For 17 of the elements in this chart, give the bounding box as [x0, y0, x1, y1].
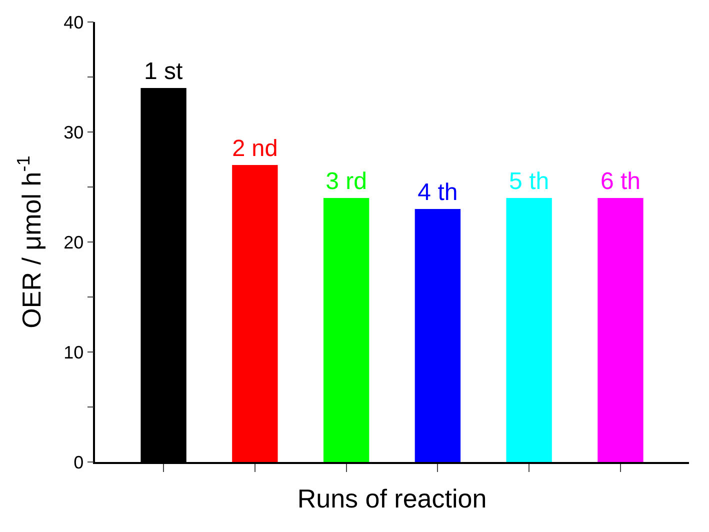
x-tick-label: 2 nd [232, 135, 278, 162]
x-tick-label: 6 th [600, 168, 640, 195]
x-tick-label: 5 th [509, 168, 550, 195]
x-tick-label: 3 rd [326, 168, 367, 195]
bar [506, 198, 552, 462]
bar [323, 198, 370, 462]
y-tick-label: 20 [64, 232, 84, 252]
bar [598, 198, 644, 462]
y-tick-label: 40 [64, 12, 84, 32]
x-axis-title: Runs of reaction [297, 484, 487, 514]
x-tick-label: 4 th [418, 179, 458, 206]
y-tick-label: 0 [74, 452, 84, 472]
x-tick-label: 1 st [144, 58, 184, 85]
bar [414, 209, 461, 462]
y-tick-label: 30 [64, 122, 84, 142]
bar [232, 165, 278, 462]
y-tick-label: 10 [64, 342, 84, 362]
